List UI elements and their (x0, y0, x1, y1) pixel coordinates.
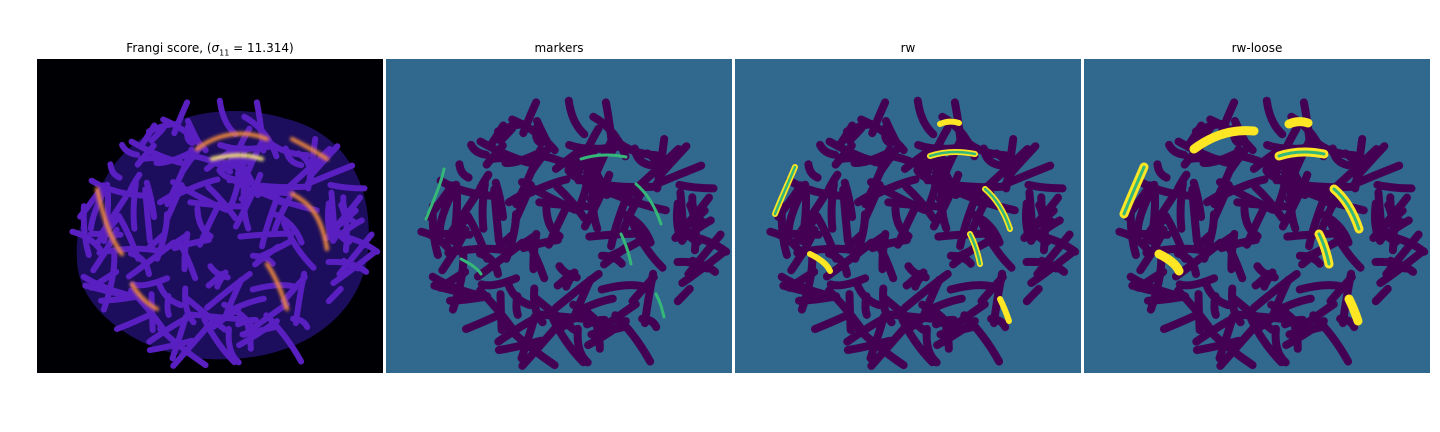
panel-rw-loose: rw-loose (1084, 37, 1430, 373)
panel-rw: rw (735, 37, 1081, 373)
image-rw (735, 59, 1081, 373)
panel-markers: markers (386, 37, 732, 373)
panel-title-frangi: Frangi score, (σ11 = 11.314) (126, 41, 294, 58)
panel-title-rw: rw (900, 41, 916, 55)
panel-title-markers: markers (534, 41, 584, 55)
image-frangi (37, 59, 383, 373)
panel-frangi: Frangi score, (σ11 = 11.314) (37, 37, 383, 373)
image-markers (386, 59, 732, 373)
panel-title-rw-loose: rw-loose (1231, 41, 1283, 55)
image-rw-loose (1084, 59, 1430, 373)
